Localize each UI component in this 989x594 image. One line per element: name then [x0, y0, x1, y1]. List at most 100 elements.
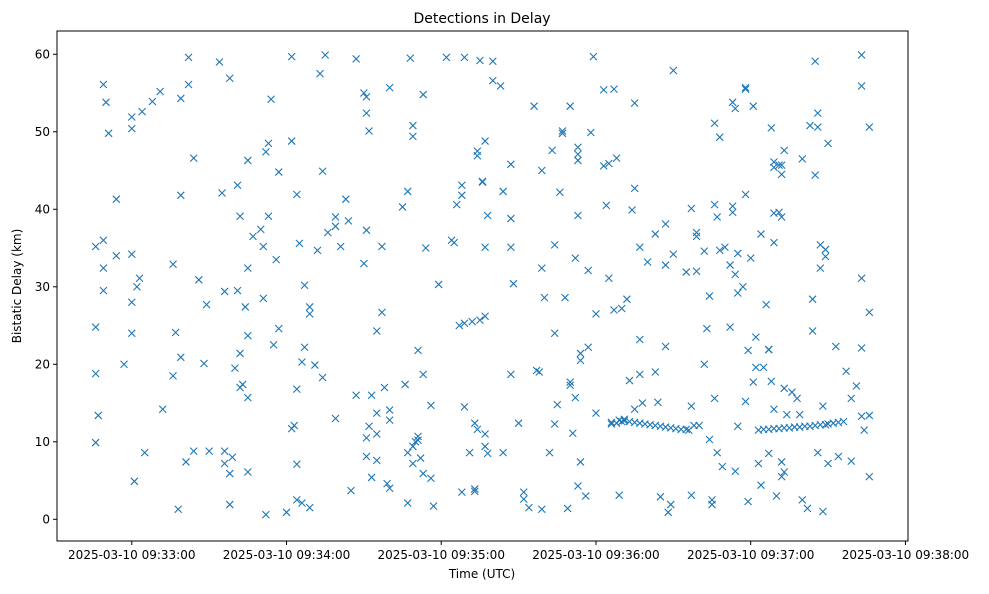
y-tick-label: 20: [35, 357, 50, 371]
data-point: [194, 275, 203, 284]
data-point: [726, 261, 734, 269]
data-point: [243, 156, 252, 165]
data-point: [623, 295, 631, 304]
data-point: [140, 448, 149, 457]
data-point: [705, 292, 714, 300]
data-point: [581, 492, 590, 500]
data-point: [403, 448, 412, 457]
data-point: [316, 69, 324, 78]
data-point: [401, 380, 410, 389]
data-point: [102, 98, 110, 107]
data-point: [576, 356, 585, 365]
data-point: [408, 442, 417, 451]
data-point: [661, 261, 670, 269]
data-point: [225, 500, 234, 509]
data-point: [127, 113, 136, 121]
data-point: [243, 264, 252, 273]
data-point: [808, 295, 817, 304]
x-tick-label: 2025-03-10 09:35:00: [378, 548, 505, 562]
data-point: [274, 324, 283, 333]
data-point: [757, 230, 765, 238]
data-point: [506, 370, 515, 379]
data-point: [574, 143, 582, 152]
data-point: [135, 274, 144, 283]
data-point: [457, 191, 466, 200]
data-point: [777, 472, 786, 481]
data-point: [176, 94, 185, 103]
data-point: [635, 335, 644, 344]
data-point: [499, 448, 508, 457]
data-point: [767, 377, 776, 386]
data-point: [483, 211, 492, 220]
data-point: [295, 239, 304, 248]
data-point: [664, 508, 673, 517]
data-point: [656, 492, 665, 501]
data-point: [775, 161, 783, 169]
data-point: [274, 168, 283, 176]
data-point: [313, 246, 322, 255]
data-point: [731, 270, 740, 279]
data-point: [91, 242, 100, 251]
data-point: [367, 391, 376, 400]
data-point: [169, 260, 177, 269]
data-point: [457, 181, 466, 190]
data-point: [287, 52, 296, 61]
data-point: [138, 107, 146, 116]
data-point: [509, 279, 518, 288]
data-point: [821, 420, 830, 429]
data-point: [264, 139, 273, 148]
data-point: [282, 508, 291, 517]
data-point: [821, 245, 830, 254]
data-point: [857, 274, 866, 283]
data-point: [615, 491, 624, 500]
data-point: [362, 226, 371, 235]
data-point: [548, 146, 557, 155]
data-point: [176, 191, 185, 200]
data-point: [741, 85, 750, 94]
data-point: [473, 151, 482, 160]
data-point: [777, 161, 786, 169]
data-point: [852, 382, 861, 390]
data-point: [865, 123, 874, 131]
data-point: [259, 242, 268, 251]
data-point: [741, 190, 750, 199]
data-point: [380, 383, 389, 392]
data-point: [481, 243, 489, 252]
data-point: [651, 368, 660, 376]
data-point: [318, 373, 327, 382]
data-point: [427, 474, 435, 483]
data-point: [460, 53, 469, 62]
data-point: [795, 410, 804, 419]
data-point: [298, 358, 306, 366]
data-point: [741, 397, 750, 406]
data-point: [362, 92, 371, 101]
data-point: [460, 403, 469, 411]
data-point: [819, 507, 827, 516]
data-point: [584, 266, 593, 275]
data-point: [599, 86, 608, 94]
data-point: [344, 217, 353, 225]
data-point: [238, 380, 247, 389]
data-point: [751, 333, 760, 342]
data-point: [555, 188, 564, 197]
data-point: [347, 486, 355, 495]
data-point: [610, 85, 618, 94]
data-point: [99, 80, 108, 89]
x-tick-label: 2025-03-10 09:37:00: [687, 548, 814, 562]
data-point: [341, 195, 350, 204]
data-point: [241, 303, 250, 311]
data-point: [506, 160, 515, 169]
data-point: [777, 458, 786, 466]
data-point: [860, 426, 869, 435]
data-point: [687, 204, 696, 213]
data-point: [220, 459, 229, 468]
data-point: [558, 129, 567, 138]
y-axis-label: Bistatic Delay (km): [10, 229, 24, 344]
data-point: [362, 452, 371, 461]
data-point: [728, 98, 737, 107]
data-point: [731, 467, 740, 476]
data-point: [599, 161, 608, 170]
data-point: [215, 58, 224, 66]
data-point: [267, 95, 275, 104]
data-point: [798, 496, 807, 504]
